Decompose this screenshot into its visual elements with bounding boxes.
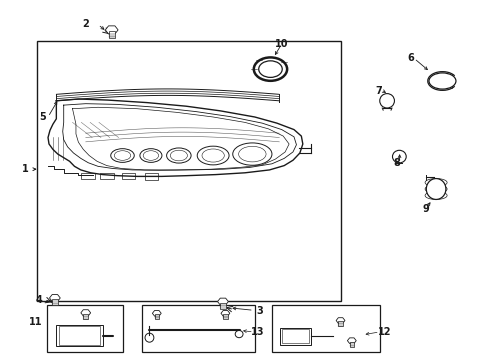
Bar <box>220 303 225 309</box>
Text: 5: 5 <box>39 112 46 122</box>
Text: 4: 4 <box>36 294 43 305</box>
Ellipse shape <box>426 179 446 199</box>
Bar <box>56 325 103 346</box>
Bar <box>142 305 255 352</box>
Bar <box>81 173 95 179</box>
Bar <box>223 314 227 319</box>
Ellipse shape <box>429 73 456 89</box>
Bar <box>282 329 309 343</box>
Text: 7: 7 <box>375 86 382 96</box>
Bar <box>338 321 343 326</box>
Ellipse shape <box>380 94 394 108</box>
Text: 10: 10 <box>275 39 289 49</box>
Text: 6: 6 <box>407 53 414 63</box>
Bar <box>109 31 115 39</box>
Bar <box>52 299 58 305</box>
Bar <box>122 173 135 179</box>
Bar <box>59 326 100 345</box>
Text: 12: 12 <box>378 327 392 337</box>
Text: 3: 3 <box>256 306 263 316</box>
Bar <box>145 173 158 180</box>
Text: 9: 9 <box>423 204 430 214</box>
Text: 8: 8 <box>393 158 400 168</box>
Bar <box>83 314 88 319</box>
Bar <box>272 305 380 352</box>
Text: 13: 13 <box>250 327 264 337</box>
Text: 11: 11 <box>28 317 42 327</box>
Bar <box>350 342 354 346</box>
Ellipse shape <box>392 150 406 163</box>
Bar <box>280 328 311 345</box>
Bar <box>155 314 159 319</box>
Bar <box>47 305 122 352</box>
Bar <box>100 173 114 179</box>
Text: 1: 1 <box>22 164 29 174</box>
Bar <box>37 41 341 301</box>
Text: 2: 2 <box>82 19 89 30</box>
